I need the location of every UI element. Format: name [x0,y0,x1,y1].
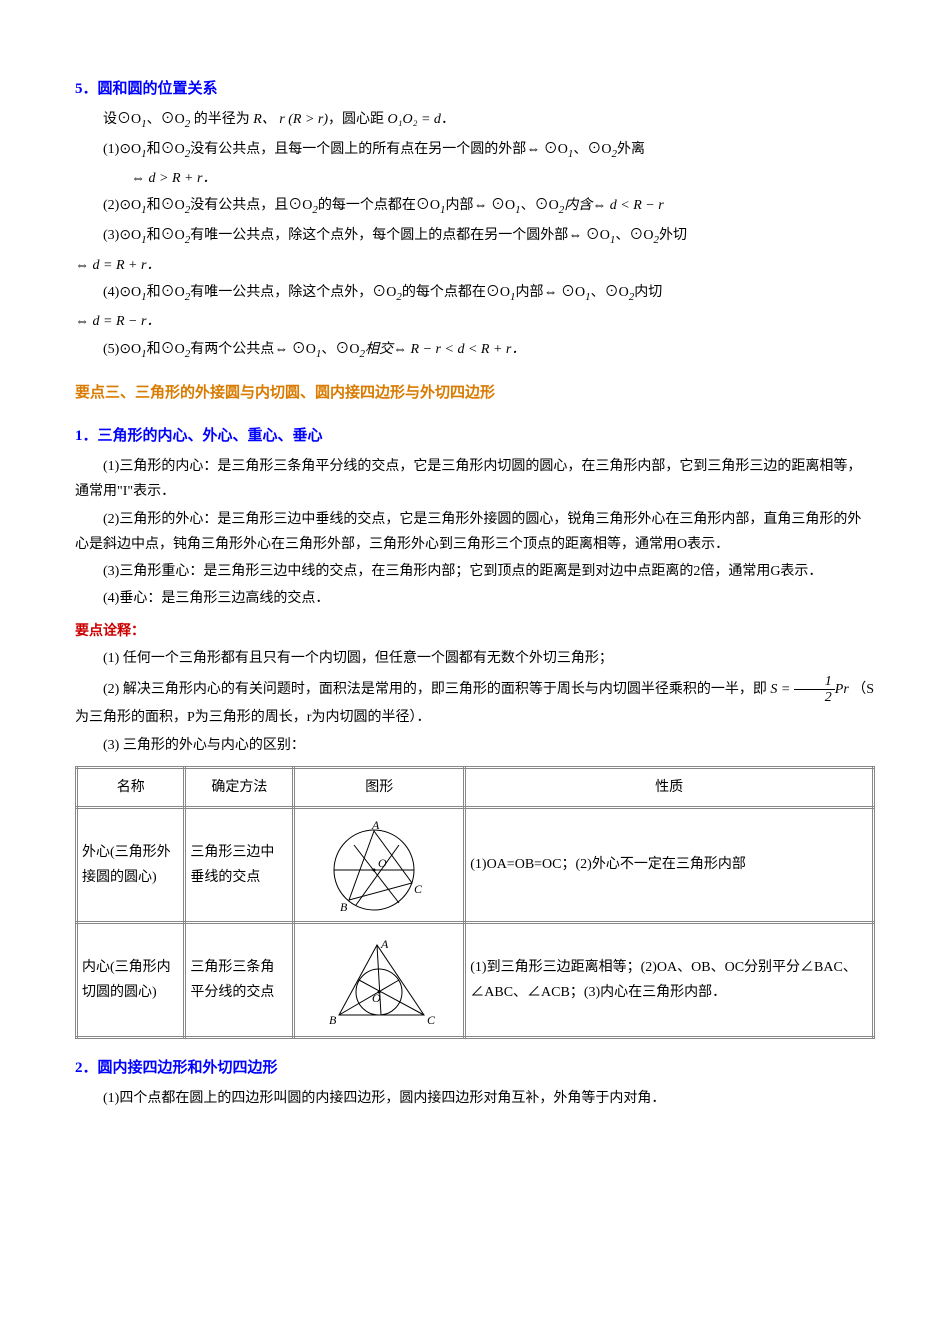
table-header-row: 名称 确定方法 图形 性质 [77,767,874,807]
den: 2 [794,690,835,705]
formula: ⇔ d = R − r． [75,314,160,329]
cell-method: 三角形三条角平分线的交点 [185,922,294,1037]
cell-figure: A B C O [294,922,465,1037]
notes-heading: 要点诠释： [75,619,875,644]
txt: (4)⊙O [103,285,141,300]
th-name: 名称 [77,767,185,807]
txt: 和⊙O [147,228,185,243]
cell-name: 外心(三角形外接圆的圆心) [77,807,185,922]
txt: 的每个点都在⊙O [402,285,510,300]
txt: 和⊙O [147,342,185,357]
p3: (3)三角形重心：是三角形三边中线的交点，在三角形内部；它到顶点的距离是到对边中… [75,559,875,584]
th-property: 性质 [465,767,874,807]
note3: (3) 三角形的外心与内心的区别： [75,733,875,758]
centers-table: 名称 确定方法 图形 性质 外心(三角形外接圆的圆心) 三角形三边中垂线的交点 … [75,766,875,1039]
formula-S: S = [770,682,790,697]
txt: 、⊙O [521,198,559,213]
p1: (1)三角形的内心：是三角形三条角平分线的交点，它是三角形内切圆的圆心，在三角形… [75,454,875,504]
txt: 外离 [617,142,645,157]
txt: 没有公共点，且⊙O [190,198,312,213]
formula-d: O₁O₂ = d [388,112,441,127]
incircle-icon: A B C O [299,930,459,1030]
item4: (4)⊙O1和⊙O2有唯一公共点，除这个点外，⊙O2的每个点都在⊙O1内部⇔ ⊙… [75,280,875,308]
txt: 有两个公共点⇔ ⊙O [190,342,316,357]
heading-centers: 1．三角形的内心、外心、重心、垂心 [75,423,875,450]
heading-circle-relation: 5．圆和圆的位置关系 [75,76,875,103]
svg-text:A: A [371,818,380,832]
txt: 、⊙O [615,228,653,243]
svg-text:C: C [414,882,423,896]
num: 1 [794,674,835,690]
txt: ，圆心距 [328,112,384,127]
txt: (3)⊙O [103,228,141,243]
txt: 的半径为 [190,112,250,127]
cell-property: (1)OA=OB=OC；(2)外心不一定在三角形内部 [465,807,874,922]
txt: (1)⊙O [103,142,141,157]
formula: 相交⇔ R − r < d < R + r． [365,342,525,357]
item3: (3)⊙O1和⊙O2有唯一公共点，除这个点外，每个圆上的点都在另一个圆外部⇔ ⊙… [75,223,875,251]
txt: ． [441,112,455,127]
cell-figure: A B C O [294,807,465,922]
item2: (2)⊙O1和⊙O2没有公共点，且⊙O2的每一个点都在⊙O1内部⇔ ⊙O1、⊙O… [75,193,875,221]
txt: 内部⇔ ⊙O [446,198,516,213]
th-method: 确定方法 [185,767,294,807]
item3f: ⇔ d = R + r． [75,253,875,278]
note1: (1) 任何一个三角形都有且只有一个内切圆，但任意一个圆都有无数个外切三角形； [75,646,875,671]
txt: (5)⊙O [103,342,141,357]
formula: 内含⇔ d < R − r [564,198,663,213]
txt: 没有公共点，且每一个圆上的所有点在另一个圆的外部⇔ ⊙O [190,142,568,157]
txt: 、⊙O [147,112,185,127]
heading-inscribed-quad: 2．圆内接四边形和外切四边形 [75,1055,875,1082]
txt: 内部⇔ ⊙O [516,285,586,300]
cell-name: 内心(三角形内切圆的圆心) [77,922,185,1037]
svg-text:O: O [378,856,387,870]
item1f: ⇔ d > R + r． [75,166,875,191]
txt: 的每一个点都在⊙O [318,198,440,213]
item1: (1)⊙O1和⊙O2没有公共点，且每一个圆上的所有点在另一个圆的外部⇔ ⊙O1、… [75,137,875,165]
note2: (2) 解决三角形内心的有关问题时，面积法是常用的，即三角形的面积等于周长与内切… [75,674,875,731]
p2: (2)三角形的外心：是三角形三边中垂线的交点，它是三角形外接圆的圆心，锐角三角形… [75,507,875,557]
heading-point3: 要点三、三角形的外接圆与内切圆、圆内接四边形与外切四边形 [75,380,875,407]
txt: 、⊙O [321,342,359,357]
svg-text:B: B [340,900,348,914]
cell-property: (1)到三角形三边距离相等；(2)OA、OB、OC分别平分∠BAC、∠ABC、∠… [465,922,874,1037]
p4: (4)垂心：是三角形三边高线的交点． [75,586,875,611]
txt: 和⊙O [147,198,185,213]
txt: 、⊙O [573,142,611,157]
svg-text:A: A [380,937,389,951]
pr: Pr [835,682,849,697]
svg-text:B: B [329,1013,337,1027]
circumcircle-icon: A B C O [304,815,454,915]
item4h: ⇔ d = R − r． [75,309,875,334]
table-row: 外心(三角形外接圆的圆心) 三角形三边中垂线的交点 A B C O (1)OA=… [77,807,874,922]
txt: 和⊙O [147,285,185,300]
formula: ⇔ d = R + r． [75,258,160,273]
txt: 有唯一公共点，除这个点外，⊙O [190,285,396,300]
th-figure: 图形 [294,767,465,807]
formula-Rr: R、 r (R > r) [253,112,328,127]
svg-text:C: C [427,1013,436,1027]
item5: (5)⊙O1和⊙O2有两个公共点⇔ ⊙O1、⊙O2相交⇔ R − r < d <… [75,337,875,365]
table-row: 内心(三角形内切圆的圆心) 三角形三条角平分线的交点 A B C O (1)到三… [77,922,874,1037]
txt: 外切 [659,228,687,243]
cell-method: 三角形三边中垂线的交点 [185,807,294,922]
txt: (2)⊙O [103,198,141,213]
fraction: 12 [794,674,835,706]
txt: 内切 [634,285,662,300]
txt: 有唯一公共点，除这个点外，每个圆上的点都在另一个圆外部⇔ ⊙O [190,228,610,243]
txt: 设⊙O [103,112,141,127]
txt: (2) 解决三角形内心的有关问题时，面积法是常用的，即三角形的面积等于周长与内切… [103,682,767,697]
txt: 、⊙O [591,285,629,300]
quad-p1: (1)四个点都在圆上的四边形叫圆的内接四边形，圆内接四边形对角互补，外角等于内对… [75,1086,875,1111]
txt: 和⊙O [147,142,185,157]
intro: 设⊙O1、⊙O2 的半径为 R、 r (R > r)，圆心距 O₁O₂ = d． [75,107,875,135]
formula: ⇔ d > R + r． [131,171,216,186]
